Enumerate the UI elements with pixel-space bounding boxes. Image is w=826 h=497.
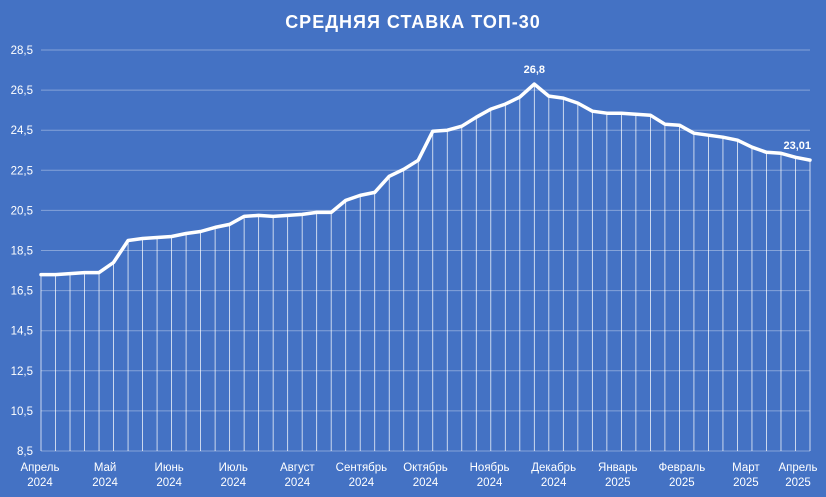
x-tick-month: Февраль: [658, 462, 705, 474]
x-tick-year: 2024: [156, 477, 182, 489]
data-label: 23,01: [783, 140, 811, 152]
y-tick-label: 26,5: [11, 85, 33, 97]
x-tick-year: 2025: [733, 477, 759, 489]
series-line: [39, 82, 812, 277]
x-tick-month: Август: [280, 462, 315, 474]
x-tick-year: 2025: [669, 477, 695, 489]
y-tick-label: 12,5: [11, 366, 33, 378]
x-tick-year: 2024: [413, 477, 439, 489]
x-tick-month: Март: [732, 462, 760, 474]
data-label: 26,8: [524, 64, 545, 76]
y-tick-label: 20,5: [11, 205, 33, 217]
x-tick-year: 2025: [785, 477, 811, 489]
x-tick-year: 2024: [541, 477, 567, 489]
x-tick-month: Ноябрь: [470, 462, 510, 474]
x-tick-year: 2024: [285, 477, 311, 489]
x-tick-year: 2024: [220, 477, 246, 489]
x-tick-month: Апрель: [778, 462, 817, 474]
drop-lines: [40, 84, 811, 451]
y-tick-label: 18,5: [11, 246, 33, 258]
chart-title: СРЕДНЯЯ СТАВКА ТОП-30: [285, 12, 541, 32]
x-tick-year: 2024: [27, 477, 53, 489]
x-tick-month: Июль: [219, 462, 248, 474]
x-tick-year: 2024: [92, 477, 118, 489]
x-tick-year: 2024: [349, 477, 375, 489]
x-tick-month: Январь: [598, 462, 637, 474]
y-tick-label: 24,5: [11, 125, 33, 137]
x-tick-month: Июнь: [155, 462, 184, 474]
y-tick-label: 16,5: [11, 286, 33, 298]
x-tick-month: Декабрь: [531, 462, 576, 474]
x-tick-month: Сентябрь: [336, 462, 388, 474]
y-tick-label: 8,5: [17, 446, 33, 458]
y-tick-label: 22,5: [11, 165, 33, 177]
y-tick-label: 14,5: [11, 326, 33, 338]
x-tick-year: 2025: [605, 477, 631, 489]
y-tick-label: 28,5: [11, 45, 33, 57]
x-tick-month: Май: [94, 462, 117, 474]
y-tick-label: 10,5: [11, 406, 33, 418]
x-tick-month: Апрель: [20, 462, 59, 474]
x-axis: Апрель 2024 Май 2024 Июнь 2024 Июль 2024 Август 2…: [20, 462, 817, 489]
series-line-group: [39, 82, 812, 277]
data-labels: 26,8 23,01: [524, 64, 811, 152]
y-axis: 8,5 10,5 12,5 14,5 16,5 18,5 20,5 22,5 24,5 26,5 2…: [11, 45, 33, 458]
x-tick-year: 2024: [477, 477, 503, 489]
gridlines: [41, 49, 810, 452]
x-tick-month: Октябрь: [403, 462, 448, 474]
